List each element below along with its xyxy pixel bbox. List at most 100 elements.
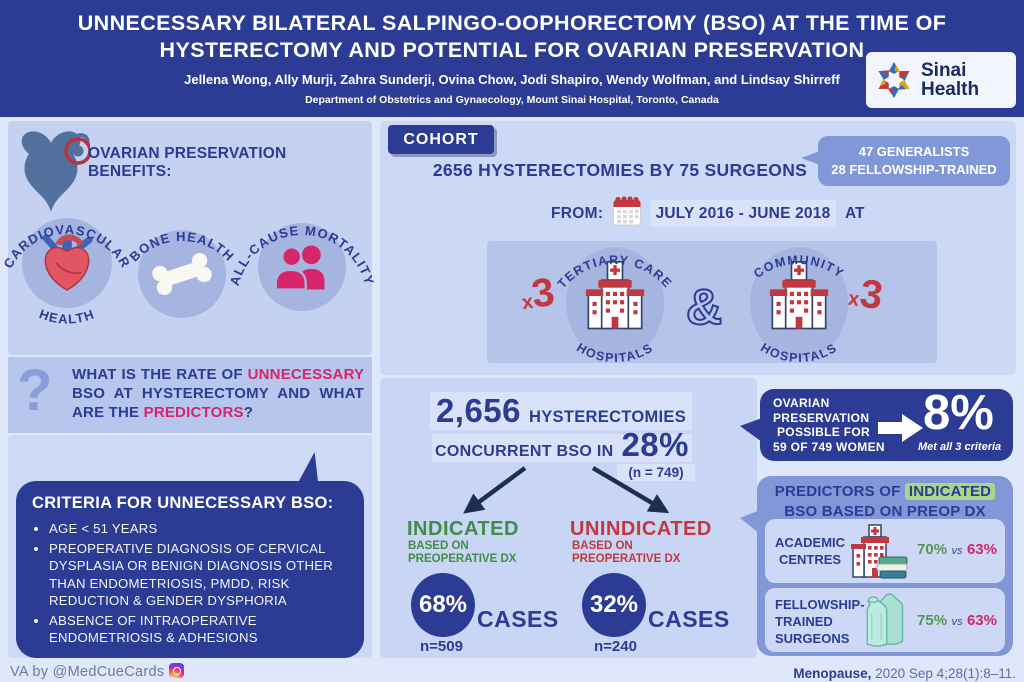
preservation-pct: 8% [923,386,994,440]
predictors-title-part1: PREDICTORS OF [774,483,905,500]
academic-centres-card: ACADEMIC CENTRES [765,519,1005,583]
label-line: TRAINED [775,613,833,629]
preservation-note: Met all 3 criteria [918,441,1002,453]
community-arc-bottom-label: HOSPITALS [758,340,839,365]
header: UNNECESSARY BILATERAL SALPINGO-OOPHORECT… [0,0,1024,117]
predictors-title-line1: PREDICTORS OF INDICATED [757,483,1013,501]
indicated-sub2: PREOPERATIVE DX [408,553,517,565]
value-indicated: 75% [917,612,948,629]
label-line: FELLOWSHIP- [775,597,865,612]
question-highlight1: UNNECESSARY [247,366,364,383]
unindicated-sub2: PREOPERATIVE DX [572,553,681,565]
hospital-books-icon [851,524,908,579]
date-highlight [650,200,836,227]
community-multiplier: x3 [846,270,886,319]
indicated-title: INDICATED [407,518,519,540]
preservation-tail [740,418,762,442]
logo-text: Sinai Health [921,61,979,99]
mortality-circle [258,223,346,311]
mortality-arc-label: ALL-CAUSE MORTALITY [227,223,378,287]
label-line: ACADEMIC [774,535,846,550]
hospital-icon [769,261,829,330]
gowns-icon [866,593,904,647]
logo-line2: Health [921,79,980,100]
preservation-text: OVARIAN PRESERVATION POSSIBLE FOR 59 OF … [773,396,885,454]
community-arc-label: COMMUNITY [751,253,845,281]
unindicated-pct-circle: 32% [582,573,646,637]
predictors-tail [740,510,760,534]
tertiary-arc-bottom-label: HOSPITALS [574,340,655,365]
page-title-line2: HYSTERECTOMY AND POTENTIAL FOR OVARIAN P… [159,38,865,62]
question-seg1: WHAT IS THE RATE OF [72,366,248,383]
tertiary-arc-bottom: HOSPITALS [574,340,654,365]
bone-circle [138,230,226,318]
at-label: AT [845,205,865,222]
cardio-arc-bottom: HEALTH [37,306,95,326]
credit: VA by @MedCueCards [10,663,185,680]
criteria-title: CRITERIA FOR UNNECESSARY BSO: [32,494,334,512]
bso-label: CONCURRENT BSO IN [435,443,614,460]
tertiary-multiplier: x3 [518,270,558,319]
hospital-icon [585,261,645,330]
unindicated-cases-label: CASES [648,606,730,632]
ampersand: & [685,278,723,336]
bso-highlight [432,434,692,462]
unindicated-title: UNINDICATED [570,518,712,540]
sinai-health-logo: Sinai Health [866,52,1016,108]
bso-row: CONCURRENT BSO IN 28% [432,426,692,466]
fellowship-values: 75% vs 63% [917,612,997,630]
vs-label: vs [951,545,963,557]
svg-text:HOSPITALS: HOSPITALS [758,340,839,365]
mortality-arc-top: ALL-CAUSE MORTALITY [227,223,376,287]
criteria-item: AGE < 51 YEARS [49,520,348,538]
total-highlight [430,392,692,430]
heart-icon [42,234,93,291]
fellowship-surgeons-label: FELLOWSHIP- TRAINED SURGEONS [769,597,865,648]
uterus-icon [21,131,90,212]
cohort-headline: 2656 HYSTERECTOMIES BY 75 SURGEONS [432,160,808,180]
question-mark-icon: ? [17,358,53,423]
people-icon [274,245,325,291]
logo-line1: Sinai [921,60,967,81]
calendar-icon [613,196,641,226]
svg-text:HOSPITALS: HOSPITALS [574,340,655,365]
indicated-cases-label: CASES [477,606,559,632]
unindicated-sub1: BASED ON [572,540,633,552]
criteria-item: PREOPERATIVE DIAGNOSIS OF CERVICAL DYSPL… [49,540,348,610]
bubble-generalists: 47 GENERALISTS [858,144,970,160]
svg-text:ALL-CAUSE MORTALITY: ALL-CAUSE MORTALITY [227,223,378,287]
flow-arrows [463,466,670,514]
cardio-circle [22,218,112,308]
indicated-pct: 68% [418,591,468,618]
surgeon-bubble: 47 GENERALISTS 28 FELLOWSHIP-TRAINED [818,136,1010,186]
label-line: CENTRES [778,551,842,567]
credit-text: VA by @MedCueCards [10,664,165,680]
date-range: JULY 2016 - JUNE 2018 [655,205,831,222]
total-label: HYSTERECTOMIES [529,408,687,426]
department: Department of Obstetrics and Gynaecology… [305,94,719,106]
indicated-pct-circle: 68% [411,573,475,637]
academic-values: 70% vs 63% [917,541,997,559]
preservation-line2: PRESERVATION [773,410,870,425]
cardio-arc-label: CARDIOVASCULAR [0,222,132,271]
preservation-box: OVARIAN PRESERVATION POSSIBLE FOR 59 OF … [760,386,1013,461]
predictors-box: PREDICTORS OF INDICATED BSO BASED ON PRE… [757,476,1013,656]
question-highlight2: PREDICTORS [143,404,244,422]
sinai-star-icon [878,62,910,98]
benefits-title: OVARIAN PRESERVATION BENEFITS: [88,145,287,180]
academic-centres-label: ACADEMIC CENTRES [771,535,849,569]
community-arc-bottom: HOSPITALS [758,340,838,365]
preservation-line4: 59 OF 749 WOMEN [773,439,885,454]
indicated-sub1: BASED ON [408,540,469,552]
from-label: FROM: [551,205,604,222]
unindicated-n: n=240 [594,638,637,655]
criteria-box: CRITERIA FOR UNNECESSARY BSO: AGE < 51 Y… [16,481,364,658]
instagram-icon [169,663,185,678]
citation-journal: Menopause, [793,666,872,681]
tertiary-arc-label: TERTIARY CARE [555,253,674,291]
svg-text:HEALTH: HEALTH [37,306,96,326]
predictors-title-line2: BSO BASED ON PREOP DX [784,502,986,520]
value-indicated: 70% [917,541,948,558]
bubble-fellowship: 28 FELLOWSHIP-TRAINED [831,162,997,177]
